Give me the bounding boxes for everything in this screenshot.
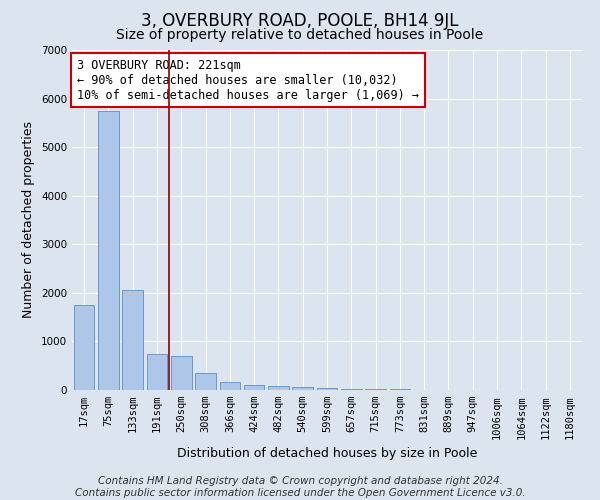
- Text: 3 OVERBURY ROAD: 221sqm
← 90% of detached houses are smaller (10,032)
10% of sem: 3 OVERBURY ROAD: 221sqm ← 90% of detache…: [77, 58, 419, 102]
- Bar: [244, 385, 265, 390]
- Text: 3, OVERBURY ROAD, POOLE, BH14 9JL: 3, OVERBURY ROAD, POOLE, BH14 9JL: [141, 12, 459, 30]
- Bar: [171, 356, 191, 390]
- Bar: [146, 354, 167, 390]
- Bar: [341, 388, 362, 390]
- X-axis label: Distribution of detached houses by size in Poole: Distribution of detached houses by size …: [177, 447, 477, 460]
- Bar: [268, 386, 289, 390]
- Bar: [292, 387, 313, 390]
- Text: Contains HM Land Registry data © Crown copyright and database right 2024.
Contai: Contains HM Land Registry data © Crown c…: [74, 476, 526, 498]
- Bar: [220, 382, 240, 390]
- Bar: [365, 389, 386, 390]
- Bar: [317, 388, 337, 390]
- Bar: [122, 290, 143, 390]
- Bar: [74, 305, 94, 390]
- Text: Size of property relative to detached houses in Poole: Size of property relative to detached ho…: [116, 28, 484, 42]
- Bar: [195, 373, 216, 390]
- Y-axis label: Number of detached properties: Number of detached properties: [22, 122, 35, 318]
- Bar: [98, 110, 119, 390]
